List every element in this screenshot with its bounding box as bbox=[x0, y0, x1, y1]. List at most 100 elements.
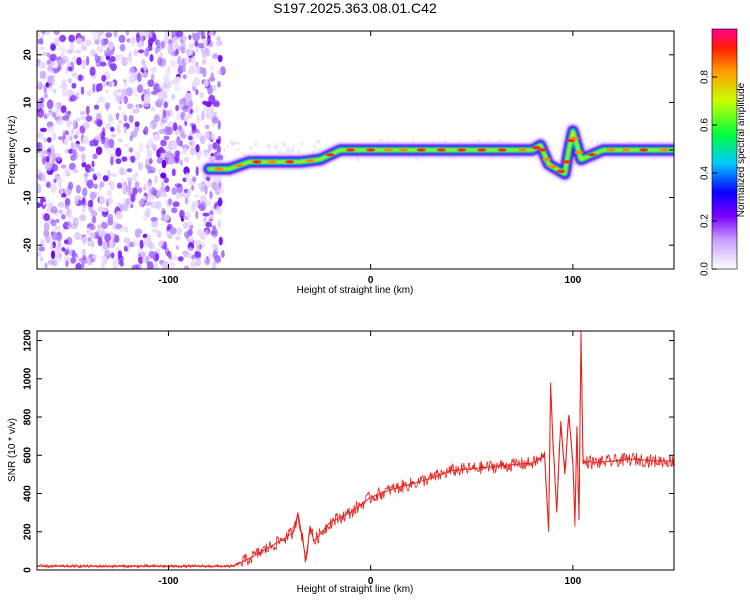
noise-blob bbox=[121, 178, 125, 188]
noise-blob bbox=[215, 254, 221, 262]
noise-blob bbox=[64, 67, 68, 74]
noise-blob bbox=[184, 197, 189, 205]
noise-blob bbox=[194, 40, 199, 47]
noise-blob bbox=[147, 79, 155, 87]
noise-blob bbox=[58, 136, 64, 141]
noise-blob bbox=[248, 145, 253, 151]
noise-blob bbox=[203, 79, 209, 87]
noise-blob bbox=[60, 105, 67, 114]
noise-blob bbox=[145, 158, 149, 168]
y-tick-label: 200 bbox=[23, 523, 34, 540]
noise-blob bbox=[39, 133, 45, 140]
noise-blob bbox=[110, 173, 118, 178]
noise-blob bbox=[75, 117, 81, 123]
colorbar-tick-label: 0.6 bbox=[700, 118, 711, 132]
noise-blob bbox=[38, 61, 47, 69]
noise-blob bbox=[195, 104, 199, 114]
noise-blob bbox=[126, 103, 134, 110]
noise-blob bbox=[118, 34, 126, 43]
noise-blob bbox=[172, 36, 179, 43]
noise-blob bbox=[201, 50, 206, 59]
snr-y-ticks: 0 200 400 600 800 1000 1200 bbox=[23, 329, 674, 573]
noise-blob bbox=[62, 48, 67, 55]
noise-blob bbox=[59, 189, 63, 195]
ridge-peak bbox=[345, 148, 355, 152]
noise-blob bbox=[86, 179, 94, 189]
x-tick-label: -100 bbox=[158, 576, 178, 587]
noise-blob bbox=[63, 256, 71, 262]
snr-frame bbox=[36, 330, 675, 571]
snr-x-ticks: -100 0 100 bbox=[158, 331, 582, 587]
noise-blob bbox=[81, 161, 87, 168]
noise-blob bbox=[123, 237, 131, 244]
noise-blob bbox=[182, 35, 187, 41]
noise-blob bbox=[130, 193, 136, 203]
noise-blob bbox=[189, 64, 195, 75]
spectrogram-x-ticks: -100 0 100 bbox=[158, 31, 582, 286]
noise-blob bbox=[161, 261, 170, 269]
noise-blob bbox=[57, 201, 65, 208]
noise-blob bbox=[112, 90, 118, 98]
noise-blob bbox=[132, 173, 138, 183]
noise-blob bbox=[171, 207, 178, 214]
noise-blob bbox=[216, 69, 222, 75]
noise-blob bbox=[63, 239, 69, 245]
noise-blob bbox=[253, 152, 258, 155]
noise-blob bbox=[68, 34, 76, 43]
noise-blob bbox=[83, 172, 89, 178]
x-tick-label: 100 bbox=[565, 275, 582, 286]
noise-blob bbox=[80, 43, 85, 52]
noise-blob bbox=[52, 112, 56, 119]
noise-blob bbox=[155, 253, 159, 261]
x-tick-label: 0 bbox=[368, 576, 374, 587]
noise-blob bbox=[73, 134, 79, 139]
noise-blob bbox=[164, 87, 170, 94]
noise-blob bbox=[110, 63, 117, 72]
ridge-peak bbox=[497, 148, 507, 152]
noise-blob bbox=[71, 55, 79, 65]
noise-blob bbox=[144, 201, 152, 206]
noise-blob bbox=[192, 86, 196, 92]
noise-blob bbox=[94, 135, 100, 141]
colorbar-tick-label: 0.0 bbox=[700, 262, 711, 276]
noise-blob bbox=[202, 39, 209, 45]
noise-blob bbox=[100, 55, 104, 63]
noise-blob bbox=[47, 137, 52, 143]
noise-blob bbox=[160, 149, 166, 154]
noise-blob bbox=[145, 46, 153, 52]
ridge-peak bbox=[517, 148, 527, 152]
noise-blob bbox=[172, 122, 178, 131]
noise-blob bbox=[158, 82, 166, 90]
noise-blob bbox=[198, 183, 203, 188]
noise-blob bbox=[253, 142, 259, 147]
ridge-peak bbox=[659, 148, 669, 152]
noise-blob bbox=[191, 185, 195, 191]
noise-blob bbox=[156, 97, 165, 104]
noise-blob bbox=[194, 193, 200, 198]
noise-blob bbox=[112, 258, 120, 264]
noise-blob bbox=[175, 111, 182, 122]
y-tick-label: 0 bbox=[23, 567, 34, 573]
noise-blob bbox=[95, 60, 102, 68]
noise-blob bbox=[150, 217, 158, 222]
noise-blob bbox=[46, 59, 51, 65]
noise-blob bbox=[107, 41, 114, 51]
noise-blob bbox=[211, 53, 219, 60]
noise-blob bbox=[90, 210, 98, 218]
noise-blob bbox=[97, 33, 101, 43]
noise-blob bbox=[44, 92, 49, 99]
noise-blob bbox=[61, 193, 67, 198]
noise-blob bbox=[67, 49, 73, 54]
noise-blob bbox=[191, 200, 199, 208]
noise-blob bbox=[175, 31, 184, 38]
noise-blob bbox=[157, 56, 163, 66]
noise-blob bbox=[131, 39, 136, 48]
noise-blob bbox=[186, 221, 194, 227]
noise-blob bbox=[58, 58, 66, 66]
noise-blob bbox=[64, 138, 69, 146]
noise-blob bbox=[117, 119, 123, 125]
noise-blob bbox=[64, 249, 69, 256]
noise-blob bbox=[95, 172, 102, 177]
noise-blob bbox=[87, 237, 92, 242]
noise-blob bbox=[174, 183, 182, 188]
